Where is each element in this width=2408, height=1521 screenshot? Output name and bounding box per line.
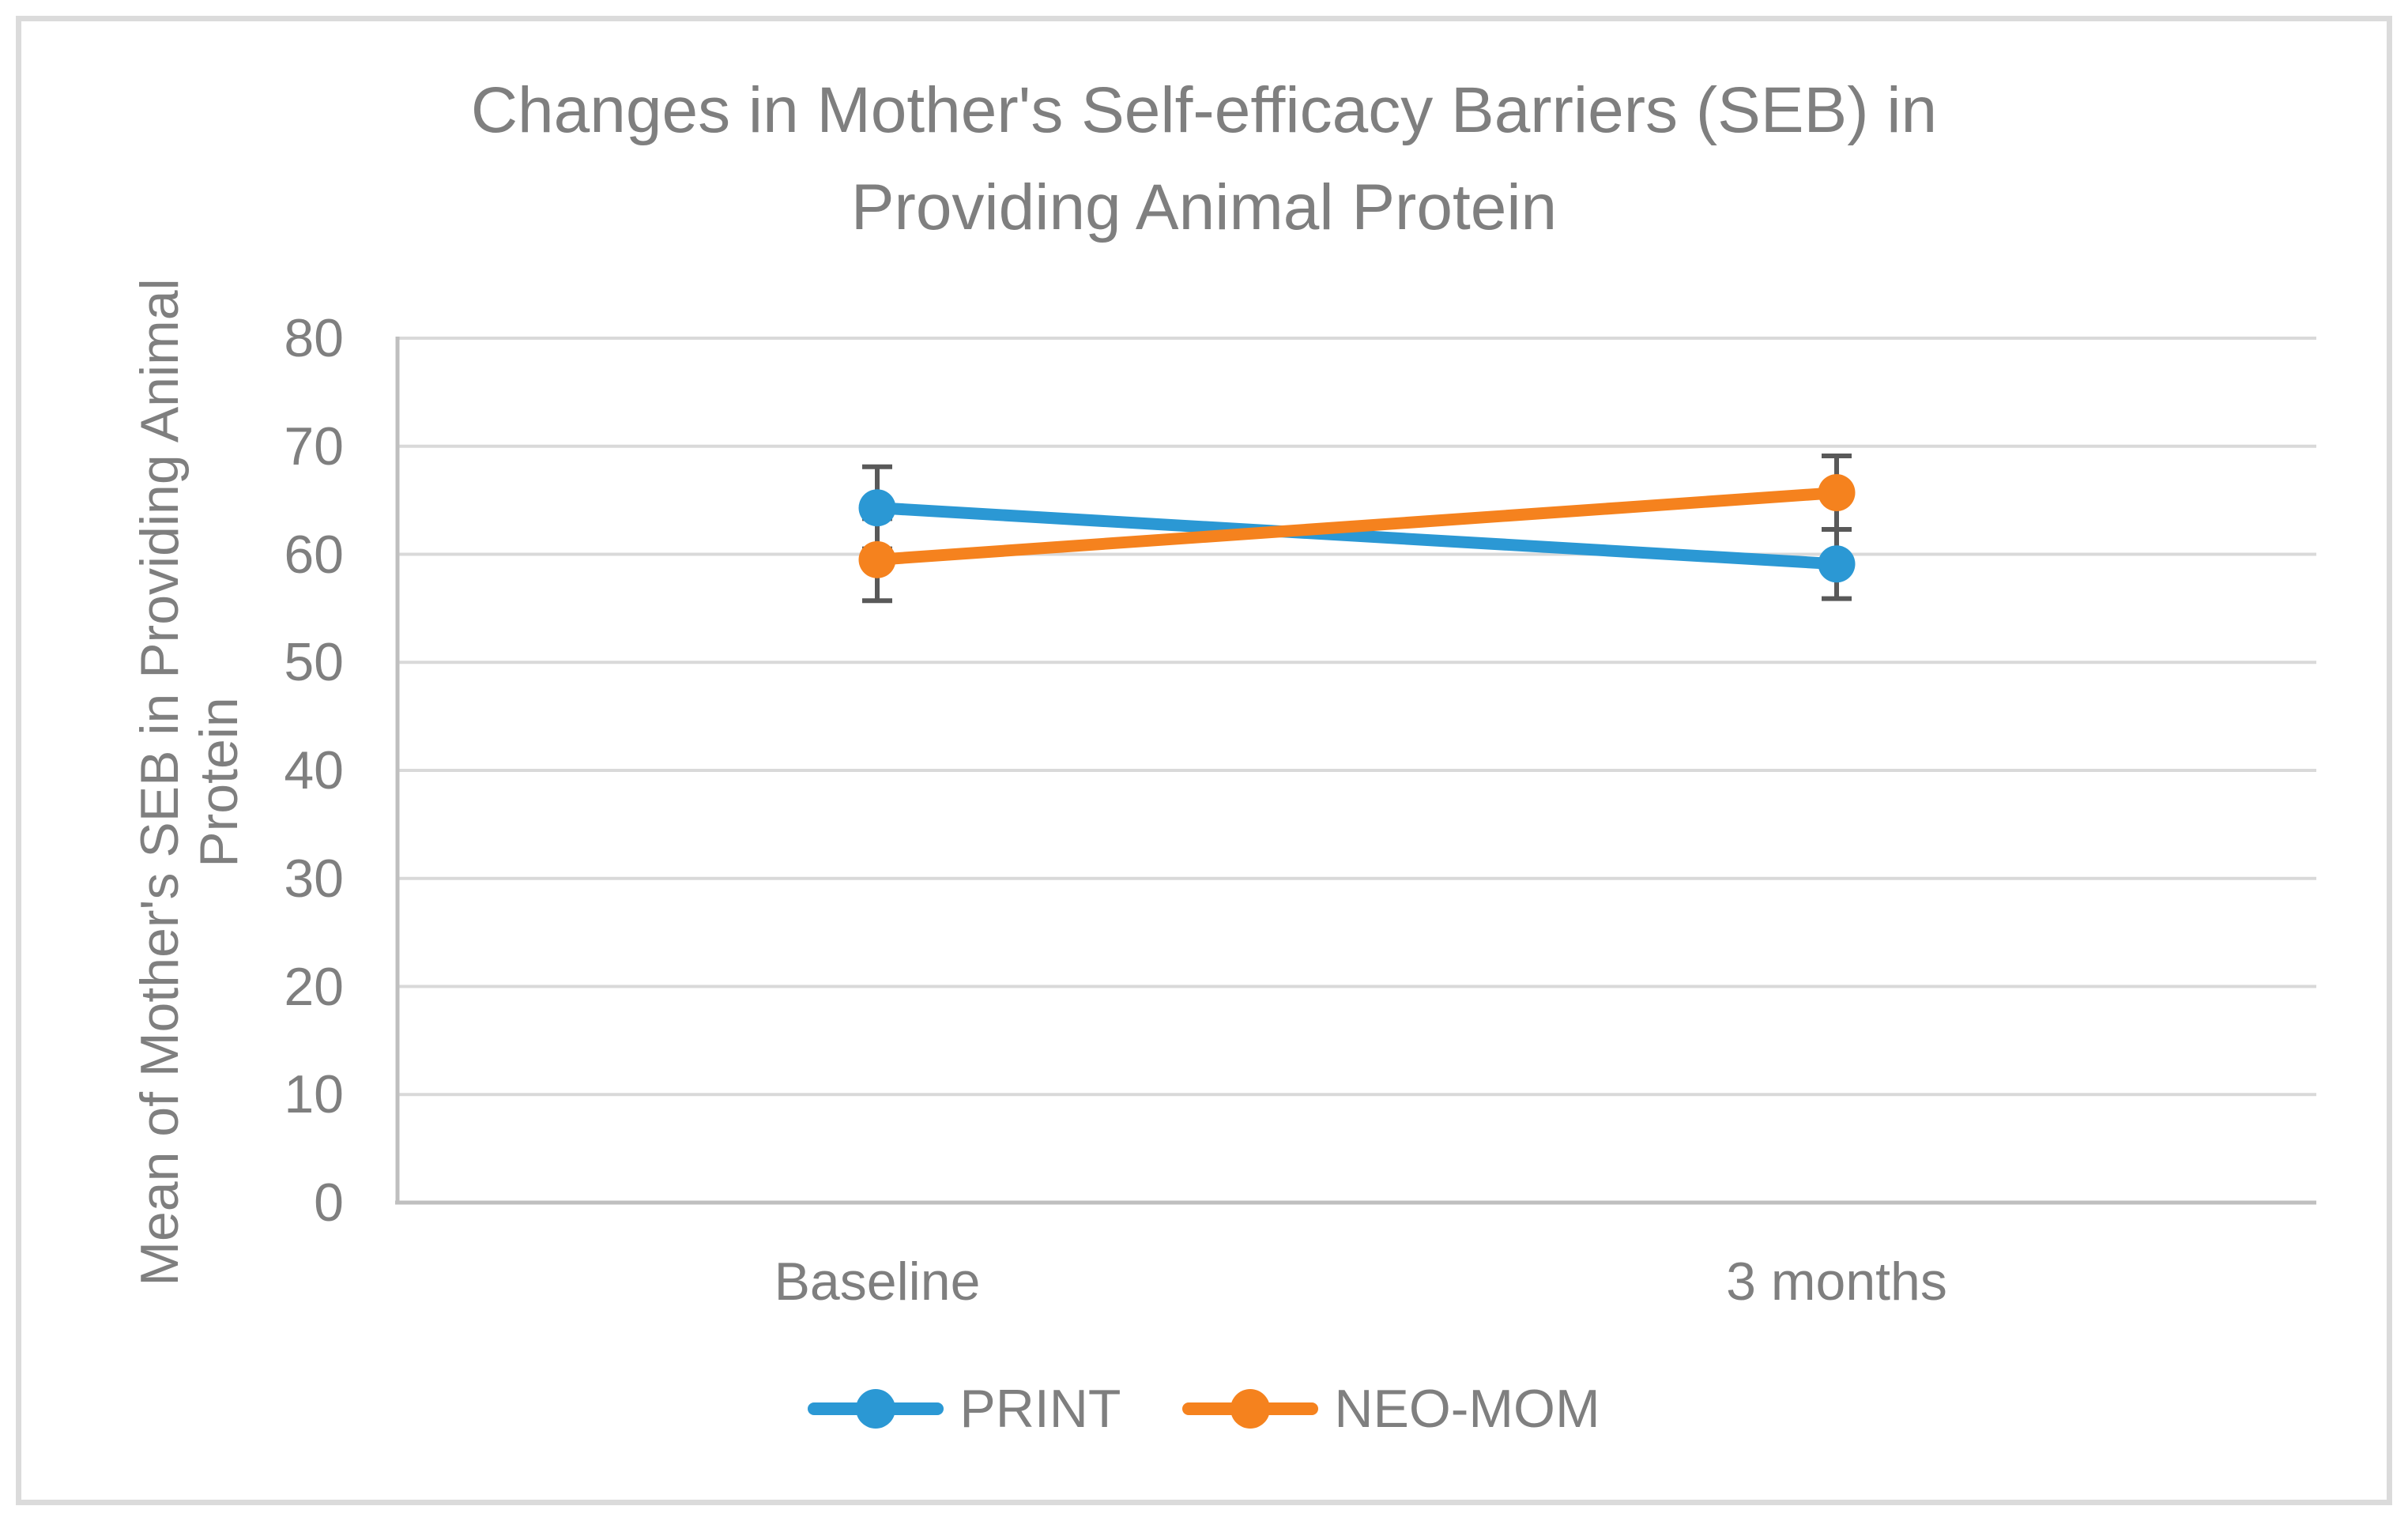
legend-item-print: PRINT (808, 1380, 1121, 1437)
series-line-print (871, 502, 1843, 570)
legend-label-print: PRINT (959, 1379, 1121, 1439)
y-axis-tick-label-30: 30 (284, 848, 344, 909)
legend-circle-marker-icon (1230, 1389, 1271, 1429)
chart-title: Changes in Mother's Self-efficacy Barrie… (0, 62, 2408, 256)
y-axis-tick-label-60: 60 (284, 524, 344, 585)
x-axis-label-3-months: 3 months (1726, 1252, 1947, 1312)
chart-title-line-2: Providing Animal Protein (850, 171, 1558, 243)
legend-label-neo-mom: NEO-MOM (1334, 1379, 1600, 1439)
figure-border (16, 16, 2392, 1505)
legend: PRINT NEO-MOM (0, 1380, 2408, 1437)
data-point-marker-neo-mom-3-months (1818, 474, 1856, 512)
series-line-neo-mom (871, 487, 1843, 566)
legend-circle-marker-icon (856, 1389, 896, 1429)
data-point-marker-neo-mom-baseline (858, 540, 896, 578)
y-axis-tick-label-80: 80 (284, 308, 344, 368)
legend-line-marker-icon (808, 1380, 944, 1437)
y-axis-tick-label-50: 50 (284, 632, 344, 693)
x-axis-label-baseline: Baseline (774, 1252, 981, 1312)
y-axis-tick-label-20: 20 (284, 956, 344, 1017)
legend-line-marker-icon (1182, 1380, 1319, 1437)
legend-item-neo-mom: NEO-MOM (1182, 1380, 1600, 1437)
data-point-marker-print-3-months (1818, 545, 1856, 583)
chart-title-line-1: Changes in Mother's Self-efficacy Barrie… (470, 74, 1938, 146)
y-axis-tick-label-40: 40 (284, 740, 344, 800)
y-axis-tick-label-0: 0 (314, 1173, 344, 1233)
y-axis-tick-label-70: 70 (284, 416, 344, 476)
y-axis-tick-label-10: 10 (284, 1064, 344, 1125)
data-point-marker-print-baseline (858, 489, 896, 527)
